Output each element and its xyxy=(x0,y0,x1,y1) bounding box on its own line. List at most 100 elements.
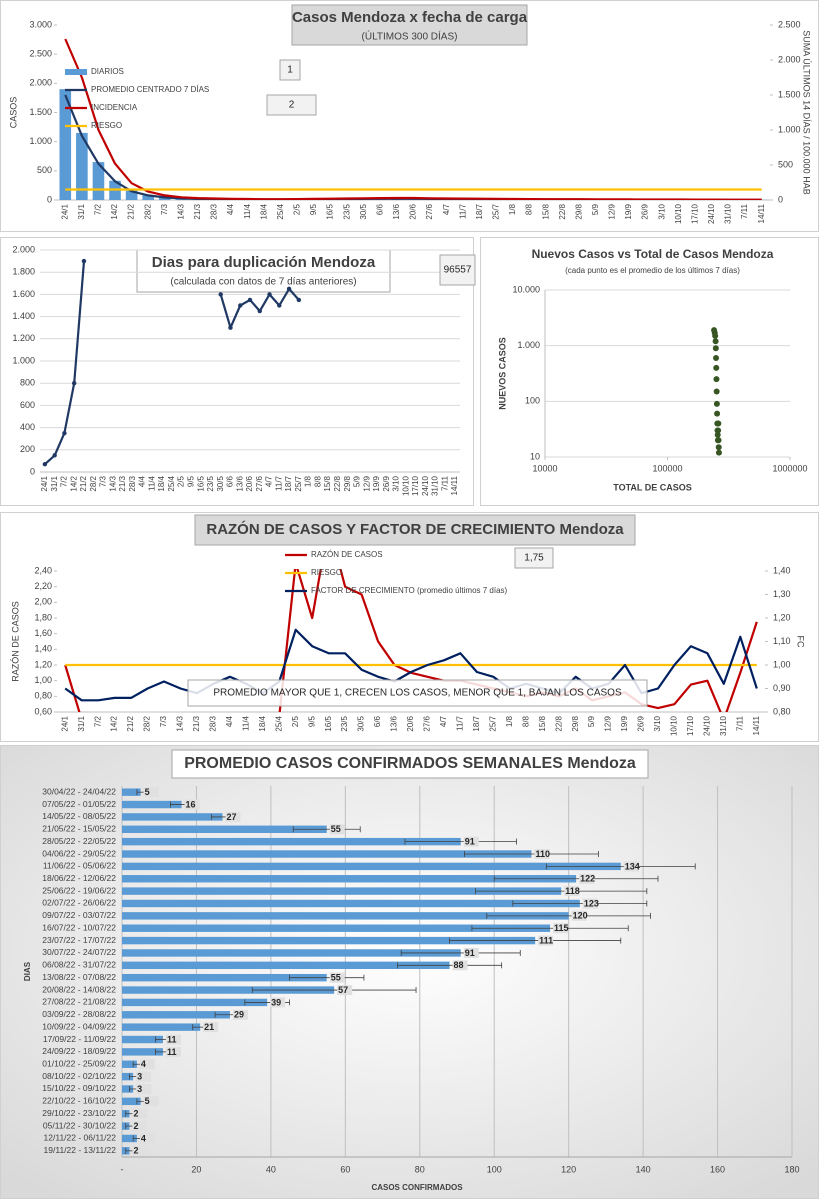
bar xyxy=(122,1023,201,1031)
y-tick-label: 2,20 xyxy=(34,581,52,591)
x-tick-label: 5/9 xyxy=(587,715,596,727)
point xyxy=(713,355,720,362)
x-tick-label: 4/7 xyxy=(442,203,451,215)
chart-title: RAZÓN DE CASOS Y FACTOR DE CRECIMIENTO M… xyxy=(206,520,624,538)
y2-tick-label: 1.000 xyxy=(778,124,801,134)
x-tick-label: 4/4 xyxy=(225,715,234,727)
error-bar xyxy=(289,974,365,981)
chart-subtitle: (calculada con datos de 7 días anteriore… xyxy=(170,277,356,288)
error-bar xyxy=(400,949,521,956)
x-tick-label: 18/4 xyxy=(259,203,268,219)
point xyxy=(713,388,720,395)
x-tick-label: 18/7 xyxy=(284,475,293,491)
plot xyxy=(59,38,768,200)
point xyxy=(715,437,722,444)
data-label: 91 xyxy=(465,837,475,847)
data-label-bg xyxy=(225,811,241,822)
bar xyxy=(122,1072,134,1081)
y2-axis-title: FC xyxy=(796,636,806,648)
x-tick-label: 17/10 xyxy=(690,203,699,224)
data-label: 57 xyxy=(338,985,348,995)
data-label: 111 xyxy=(539,935,553,945)
y-tick-label: 1.000 xyxy=(12,355,35,365)
data-label: 118 xyxy=(565,886,580,896)
y2-tick-label: 0,90 xyxy=(773,683,791,693)
bar xyxy=(122,1048,163,1056)
y-tick-label: 1.600 xyxy=(12,289,35,299)
y-tick-label: 10 xyxy=(530,451,540,461)
y-tick-label: 11/06/22 - 05/06/22 xyxy=(43,861,116,871)
x-tick-label: 31/1 xyxy=(50,475,59,491)
x-tick-label: 9/5 xyxy=(309,203,318,215)
x-tick-label: 12/9 xyxy=(362,475,371,491)
x-tick-label: 11/7 xyxy=(458,203,467,219)
x-tick-label: 15/8 xyxy=(538,715,547,731)
y-tick-label: 02/07/22 - 26/06/22 xyxy=(42,898,116,908)
y-axis-title: RAZÓN DE CASOS xyxy=(10,601,20,682)
y-tick-label: 17/09/22 - 11/09/22 xyxy=(43,1034,116,1044)
y-tick-label: 2.000 xyxy=(12,244,35,254)
bar xyxy=(122,973,327,982)
bar xyxy=(122,986,335,994)
y2-tick-label: 2.500 xyxy=(778,19,801,29)
data-label: 5 xyxy=(145,787,150,797)
point xyxy=(712,332,719,339)
chart-title: PROMEDIO CASOS CONFIRMADOS SEMANALES Men… xyxy=(184,755,636,772)
x-tick-label: 7/2 xyxy=(60,475,69,487)
y-tick-label: 0,60 xyxy=(34,706,52,716)
x-tick-label: 19/9 xyxy=(372,475,381,491)
y-tick-label: 13/08/22 - 07/08/22 xyxy=(42,972,116,982)
y-tick-label: 04/06/22 - 29/05/22 xyxy=(42,848,116,858)
data-label-bg xyxy=(582,898,598,909)
point xyxy=(218,292,223,297)
data-label-bg xyxy=(203,1022,219,1033)
chart-subtitle: (cada punto es el promedio de los último… xyxy=(565,266,740,275)
x-tick-label: 18/7 xyxy=(472,715,481,731)
x-tick-label: 11/7 xyxy=(274,475,283,491)
y-tick-label: 20/08/22 - 14/08/22 xyxy=(42,984,116,994)
y-tick-label: 10/09/22 - 04/09/22 xyxy=(42,1021,116,1031)
point xyxy=(714,431,721,438)
y-tick-label: 29/10/22 - 23/10/22 xyxy=(42,1108,116,1118)
point xyxy=(277,303,282,308)
data-label: 55 xyxy=(331,824,341,834)
y-tick-label: 09/07/22 - 03/07/22 xyxy=(42,910,116,920)
x-tick-label: 19/9 xyxy=(620,715,629,731)
y-tick-label: 1,80 xyxy=(34,612,52,622)
panel xyxy=(0,512,819,742)
x-tick-label: 8/8 xyxy=(313,475,322,487)
x-tick-label: 25/7 xyxy=(492,203,501,219)
y-tick-label: 2.500 xyxy=(29,49,52,59)
data-label: 2 xyxy=(133,1109,138,1119)
x-tick-label: 27/6 xyxy=(425,203,434,219)
x-tick-label: 100 xyxy=(487,1164,502,1174)
x-tick-label: 16/5 xyxy=(196,475,205,491)
x-tick-label: 1/8 xyxy=(508,203,517,215)
y-tick-label: 1,40 xyxy=(34,644,52,654)
point xyxy=(257,308,262,314)
point xyxy=(42,462,48,467)
legend-label: RIESGO xyxy=(91,121,122,130)
data-label-bg xyxy=(579,873,595,884)
error-bar xyxy=(545,863,696,870)
x-tick-label: 14/2 xyxy=(110,715,119,731)
data-label: 115 xyxy=(554,923,569,933)
data-label: 122 xyxy=(580,874,595,884)
x-tick-label: 180 xyxy=(784,1164,799,1174)
x-tick-label: 16/5 xyxy=(326,203,335,219)
x-axis-title: TOTAL DE CASOS xyxy=(613,482,692,492)
x-tick-label: 10/10 xyxy=(401,475,410,496)
chart-subtitle: (ÚLTIMOS 300 DÍAS) xyxy=(362,30,458,43)
data-label: 120 xyxy=(573,911,588,921)
plot xyxy=(42,258,302,467)
y-tick-label: 19/11/22 - 13/11/22 xyxy=(44,1145,117,1155)
x-tick-label: 25/4 xyxy=(167,475,176,491)
x-tick-label: 7/3 xyxy=(99,475,108,487)
x-tick-label: 4/4 xyxy=(226,203,235,215)
point xyxy=(71,381,77,386)
bar xyxy=(122,850,532,858)
x-tick-label: 26/9 xyxy=(641,203,650,219)
x-tick-label: 15/8 xyxy=(541,203,550,219)
bar xyxy=(92,162,105,200)
data-label-bg xyxy=(165,1034,181,1045)
